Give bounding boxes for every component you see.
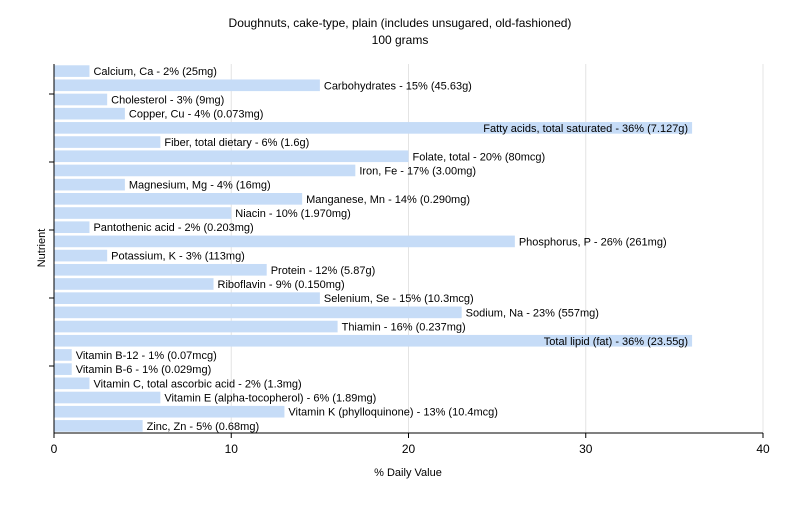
bar bbox=[54, 164, 356, 177]
x-axis-title: % Daily Value bbox=[374, 467, 442, 479]
bar bbox=[54, 207, 232, 219]
x-tick-label: 10 bbox=[225, 442, 239, 456]
y-axis-title: Nutrient bbox=[36, 229, 48, 268]
bar-label: Vitamin C, total ascorbic acid - 2% (1.3… bbox=[93, 378, 301, 390]
bar-label: Vitamin K (phylloquinone) - 13% (10.4mcg… bbox=[288, 407, 498, 419]
bar-label: Potassium, K - 3% (113mg) bbox=[111, 251, 245, 263]
bar bbox=[54, 278, 214, 290]
x-tick-label: 20 bbox=[402, 442, 416, 456]
chart-title: Doughnuts, cake-type, plain (includes un… bbox=[229, 16, 572, 30]
bar bbox=[54, 235, 515, 248]
bar-label: Protein - 12% (5.87g) bbox=[271, 265, 376, 277]
bar bbox=[54, 263, 267, 276]
bar-label: Pantothenic acid - 2% (0.203mg) bbox=[93, 222, 253, 234]
grid-layer bbox=[230, 64, 764, 433]
bar-label: Fiber, total dietary - 6% (1.6g) bbox=[164, 137, 309, 149]
bar bbox=[54, 93, 108, 106]
bar bbox=[54, 65, 90, 77]
bar-label: Calcium, Ca - 2% (25mg) bbox=[93, 66, 216, 78]
bar-label: Copper, Cu - 4% (0.073mg) bbox=[129, 109, 264, 121]
bar-label: Sodium, Na - 23% (557mg) bbox=[466, 307, 599, 319]
bar-label: Magnesium, Mg - 4% (16mg) bbox=[129, 180, 271, 192]
bar bbox=[54, 405, 285, 418]
bar-label: Thiamin - 16% (0.237mg) bbox=[342, 322, 466, 334]
bar-label: Vitamin B-6 - 1% (0.029mg) bbox=[76, 364, 212, 376]
bars-layer: Calcium, Ca - 2% (25mg) Carbohydrates - 1… bbox=[54, 65, 693, 433]
bar-label: Carbohydrates - 15% (45.63g) bbox=[324, 80, 472, 92]
x-tick-label: 0 bbox=[51, 442, 58, 456]
bar bbox=[54, 249, 108, 262]
bar bbox=[54, 292, 320, 304]
bar bbox=[54, 107, 125, 120]
bar bbox=[54, 391, 161, 404]
bar-label: Fatty acids, total saturated - 36% (7.12… bbox=[483, 123, 688, 135]
bar bbox=[54, 150, 409, 163]
bar-label: Folate, total - 20% (80mcg) bbox=[413, 151, 546, 163]
bar-label: Selenium, Se - 15% (10.3mcg) bbox=[324, 293, 474, 305]
x-tick-label: 40 bbox=[756, 442, 770, 456]
bar-label: Total lipid (fat) - 36% (23.55g) bbox=[544, 336, 688, 348]
bar-label: Niacin - 10% (1.970mg) bbox=[235, 208, 351, 220]
bar-label: Zinc, Zn - 5% (0.68mg) bbox=[147, 421, 259, 433]
bar bbox=[54, 363, 72, 375]
bar-label: Vitamin E (alpha-tocopherol) - 6% (1.89m… bbox=[164, 393, 376, 405]
bar bbox=[54, 221, 90, 234]
bar bbox=[54, 349, 72, 361]
bar bbox=[54, 420, 143, 432]
bar bbox=[54, 122, 693, 134]
axes-layer: 0 10 20 30 40 bbox=[49, 64, 770, 456]
bar-label: Cholesterol - 3% (9mg) bbox=[111, 94, 224, 106]
bar bbox=[54, 320, 338, 333]
bar bbox=[54, 377, 90, 390]
bar-label: Phosphorus, P - 26% (261mg) bbox=[519, 236, 667, 248]
bar bbox=[54, 79, 320, 92]
bar bbox=[54, 306, 462, 319]
bar bbox=[54, 136, 161, 148]
bar-label: Iron, Fe - 17% (3.00mg) bbox=[359, 165, 476, 177]
chart-subtitle: 100 grams bbox=[372, 33, 429, 47]
x-tick-label: 30 bbox=[579, 442, 593, 456]
bar bbox=[54, 178, 125, 191]
bar bbox=[54, 193, 303, 205]
bar-label: Riboflavin - 9% (0.150mg) bbox=[218, 279, 345, 291]
bar bbox=[54, 334, 693, 347]
bar-label: Vitamin B-12 - 1% (0.07mcg) bbox=[76, 350, 217, 362]
bar-label: Manganese, Mn - 14% (0.290mg) bbox=[306, 194, 470, 206]
